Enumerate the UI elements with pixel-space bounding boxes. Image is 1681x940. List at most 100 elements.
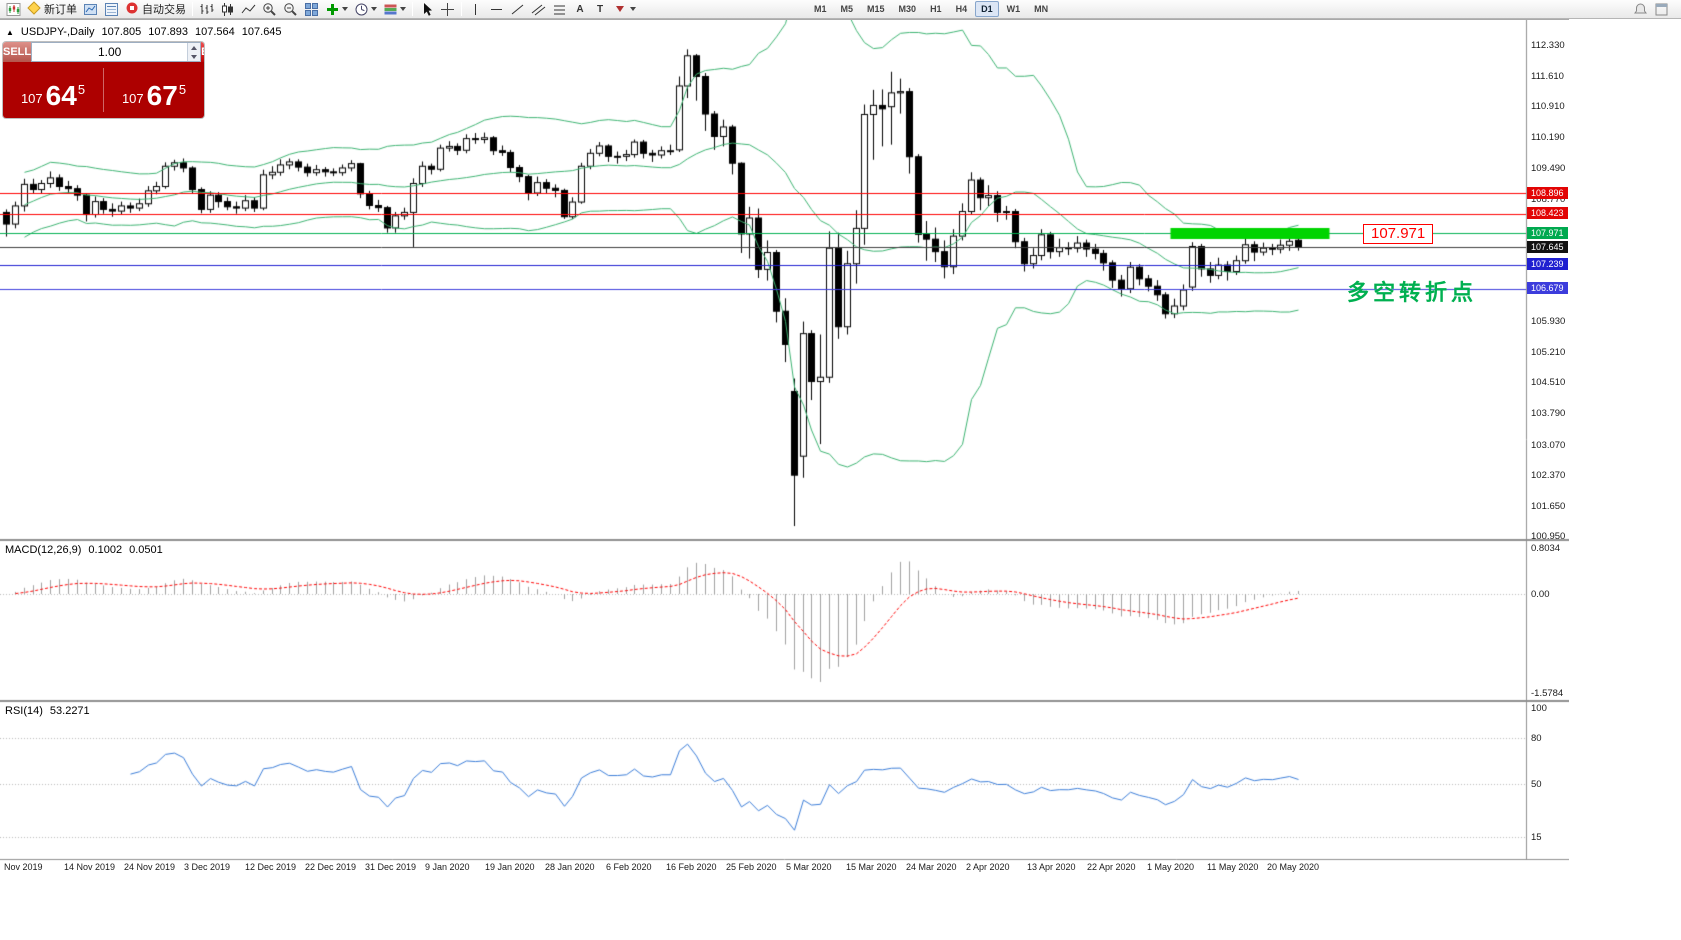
turning-point-note[interactable]: 多空转折点 [1347,280,1478,305]
candlestick-chart-button[interactable] [217,1,238,18]
tile-windows-button[interactable] [301,1,322,18]
buy-button[interactable]: BUY [201,42,204,62]
level-price-label[interactable]: 107.971 [1363,224,1434,244]
ohlc-high: 107.893 [148,26,189,38]
indicator-scale-label: 15 [1531,832,1542,844]
timeframe-m5-button[interactable]: M5 [840,4,854,14]
price-scale-label: 105.930 [1531,316,1566,328]
price-scale-label: 110.190 [1531,132,1565,144]
text-label-button[interactable]: T [590,1,610,18]
date-axis-label: 28 Jan 2020 [545,862,595,872]
cursor-button[interactable] [416,1,437,18]
timeframe-m30-button[interactable]: M30 [898,4,917,14]
horizontal-line-button[interactable] [486,1,507,18]
buy-price-display[interactable]: 107 67 5 [104,62,204,118]
date-axis-label: 31 Dec 2019 [365,862,417,872]
date-axis-label: 24 Mar 2020 [906,862,957,872]
date-axis-label: 5 Mar 2020 [786,862,832,872]
panel-collapse-icon[interactable]: ▲ [6,27,14,37]
ohlc-close: 107.645 [241,26,282,38]
fullscreen-icon[interactable] [1651,1,1672,18]
macd-header: MACD(12,26,9) 0.1002 0.0501 [5,544,163,556]
date-axis-label: 1 May 2020 [1147,862,1195,872]
chart-window-icon[interactable] [3,1,24,18]
timeframe-h1-button[interactable]: H1 [930,4,942,14]
sell-button[interactable]: SELL [3,42,32,62]
timeframe-h4-button[interactable]: H4 [955,4,968,14]
line-chart-button[interactable] [238,1,259,18]
price-scale-label: 109.490 [1531,162,1566,174]
chart-window: ▲ USDJPY-,Daily 107.805 107.893 107.564 … [0,19,1569,879]
vertical-line-button[interactable] [465,1,486,18]
new-order-button[interactable]: 新订单 [24,0,80,18]
rsi-label: RSI(14) [5,705,43,717]
zoom-in-button[interactable] [259,1,280,18]
volume-spinner [187,43,201,61]
price-tag: 108.423 [1527,207,1568,219]
equidistant-channel-button[interactable] [528,1,549,18]
price-divider [103,68,104,112]
price-scale-label: 101.650 [1531,500,1566,512]
chart-title: ▲ USDJPY-,Daily 107.805 107.893 107.564 … [6,26,282,38]
price-tag: 107.645 [1527,241,1568,253]
timeframe-w1-button[interactable]: W1 [1006,4,1021,14]
macd-label: MACD(12,26,9) [5,544,82,556]
date-axis-label: 9 Jan 2020 [425,862,470,872]
rsi-header: RSI(14) 53.2271 [5,705,90,717]
date-axis-label: 25 Feb 2020 [726,862,777,872]
text-button[interactable]: A [570,1,590,18]
price-scale-label: 112.330 [1531,40,1565,51]
alerts-icon[interactable] [1630,1,1651,18]
auto-trading-button[interactable]: 自动交易 [122,1,189,18]
timeframe-m1-button[interactable]: M1 [814,4,827,14]
buy-price-pips: 67 [146,80,178,111]
date-axis-label: 12 Dec 2019 [245,862,297,872]
volume-decrease-button[interactable] [188,52,201,61]
fibonacci-button[interactable] [549,1,570,18]
label-tool-label: T [596,3,604,15]
price-scale-label: 104.510 [1531,377,1566,389]
sell-price-pips: 64 [45,80,77,111]
chart-canvas[interactable] [0,20,1569,879]
indicator-scale-label: 80 [1531,733,1542,745]
periods-button[interactable] [351,1,380,18]
market-watch-icon[interactable] [101,1,122,18]
volume-increase-button[interactable] [188,43,201,52]
zoom-out-button[interactable] [280,1,301,18]
date-axis-label: 11 May 2020 [1207,862,1259,872]
date-axis-label: 6 Feb 2020 [606,862,652,872]
price-scale-label: 108.770 [1531,193,1566,205]
sell-price-point: 5 [77,82,86,97]
crosshair-button[interactable] [437,1,458,18]
buy-price-point: 5 [178,82,187,97]
arrows-button[interactable] [610,1,639,18]
sell-price-display[interactable]: 107 64 5 [3,62,103,118]
price-scale-label: 100.950 [1531,531,1566,542]
price-tag: 108.896 [1527,187,1568,199]
timeframe-d1-button[interactable]: D1 [975,1,999,17]
date-axis: Nov 2019 14 Nov 2019 24 Nov 2019 3 Dec 2019… [0,862,1527,878]
price-tag: 107.239 [1527,258,1568,270]
auto-trading-icon [125,1,139,18]
date-axis-label: 15 Mar 2020 [846,862,897,872]
bar-chart-button[interactable] [196,1,217,18]
volume-input[interactable] [32,43,188,61]
indicators-button[interactable] [322,1,351,18]
volume-control [31,42,202,62]
trendline-button[interactable] [507,1,528,18]
main-toolbar: 新订单 自动交易 [0,0,1681,19]
arrows-dropdown-icon [630,7,636,11]
sell-price-figure: 107 [20,91,43,106]
price-scale-label: 110.910 [1531,101,1565,113]
price-scale-label: 103.070 [1531,439,1566,451]
templates-button[interactable] [380,1,409,18]
one-click-trading-panel: SELL BUY 107 64 5 107 [3,42,204,118]
price-scale-label: 105.210 [1531,347,1566,359]
charts-toolbar-icon[interactable] [80,1,101,18]
timeframe-switcher: M1 M5 M15 M30 H1 H4 D1 W1 MN [807,1,1055,17]
timeframe-mn-button[interactable]: MN [1034,4,1049,14]
auto-trading-label: 自动交易 [142,4,186,16]
timeframe-m15-button[interactable]: M15 [867,4,885,14]
indicator-scale-label: -1.5784 [1531,687,1564,699]
